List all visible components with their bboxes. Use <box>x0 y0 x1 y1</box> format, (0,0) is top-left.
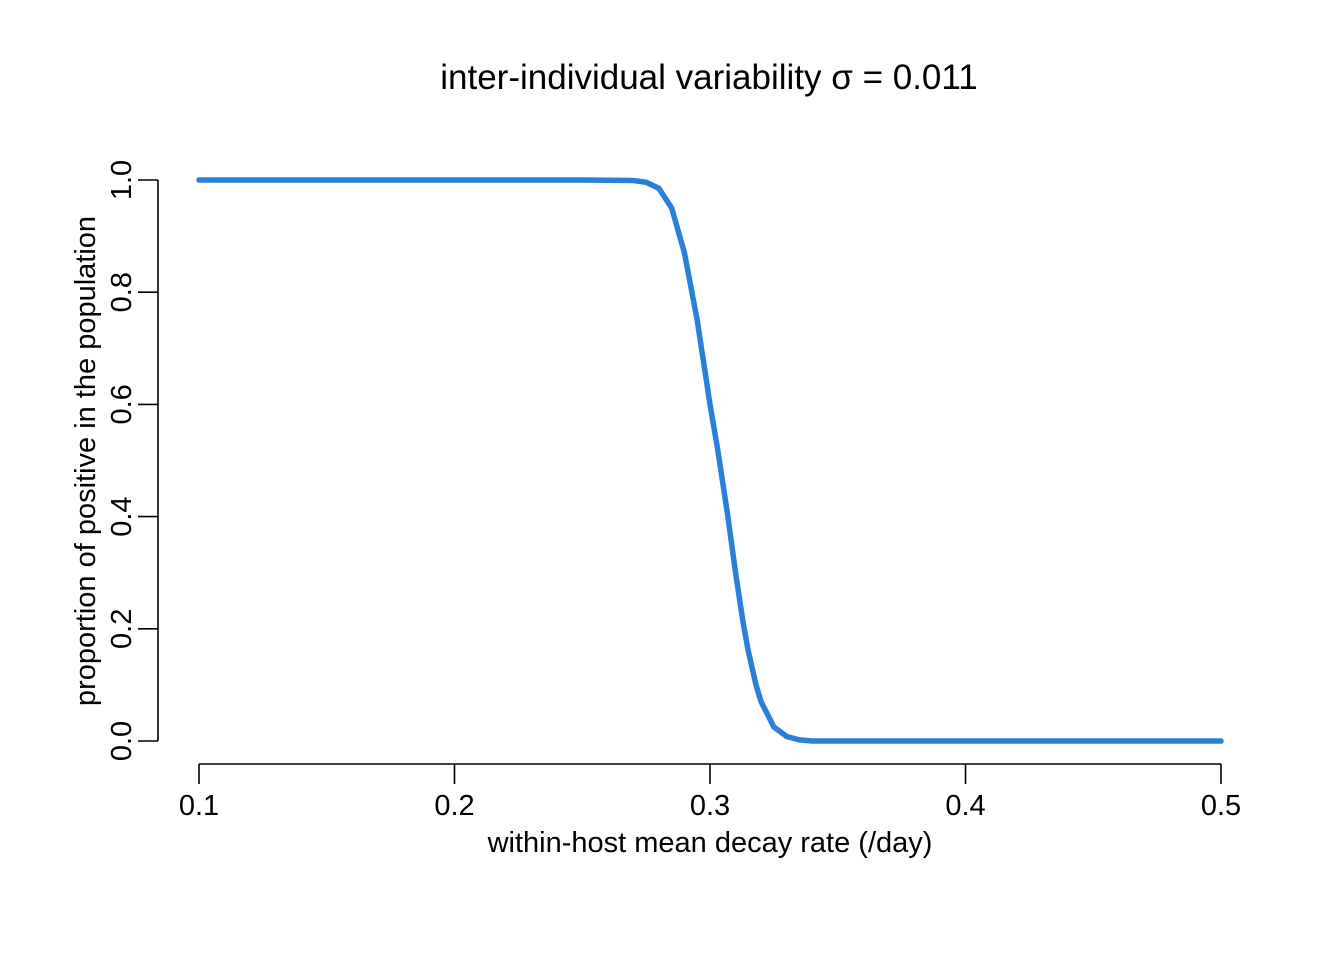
y-tick-label-1: 0.2 <box>106 609 138 649</box>
x-axis-label: within-host mean decay rate (/day) <box>487 827 933 859</box>
y-tick-label-3: 0.6 <box>106 384 138 424</box>
chart-title: inter-individual variability σ = 0.011 <box>440 58 977 97</box>
y-ticks: 0.0 0.2 0.4 0.6 0.8 1.0 <box>106 160 158 761</box>
y-tick-label-2: 0.4 <box>106 496 138 536</box>
y-tick-label-5: 1.0 <box>106 160 138 200</box>
y-axis-label: proportion of positive in the population <box>70 216 102 706</box>
x-tick-label-1: 0.2 <box>434 790 474 822</box>
x-tick-label-4: 0.5 <box>1201 790 1241 822</box>
x-ticks: 0.1 0.2 0.3 0.4 0.5 <box>179 764 1241 822</box>
x-tick-label-2: 0.3 <box>690 790 730 822</box>
series-line-0 <box>196 177 1224 744</box>
y-tick-label-0: 0.0 <box>106 721 138 761</box>
x-tick-label-3: 0.4 <box>945 790 985 822</box>
series-group <box>196 177 1224 744</box>
x-tick-label-0: 0.1 <box>179 790 219 822</box>
y-tick-label-4: 0.8 <box>106 272 138 312</box>
